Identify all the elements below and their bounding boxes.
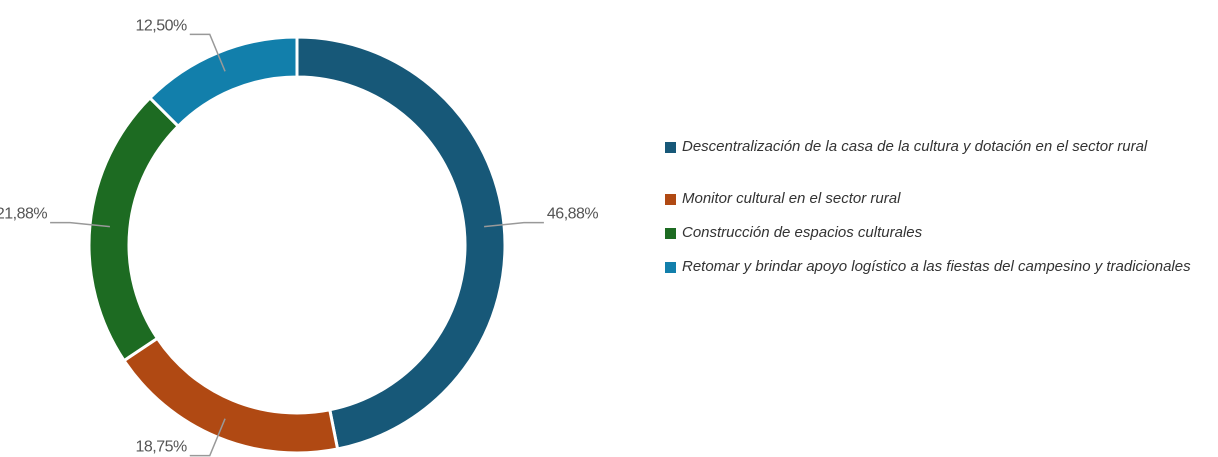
- data-label: 18,75%: [135, 439, 187, 456]
- legend-label: Monitor cultural en el sector rural: [682, 190, 901, 207]
- leader-line: [189, 418, 226, 457]
- leader-line: [50, 221, 110, 228]
- legend-item: Monitor cultural en el sector rural: [665, 190, 1205, 207]
- legend-swatch: [665, 228, 676, 239]
- legend-label: Construcción de espacios culturales: [682, 224, 923, 241]
- leader-line: [189, 33, 226, 72]
- legend-item: Construcción de espacios culturales: [665, 224, 1205, 241]
- legend-swatch: [665, 142, 676, 153]
- legend-label: Descentralización de la casa de la cultu…: [682, 138, 1148, 155]
- data-label: 46,88%: [547, 206, 599, 223]
- leader-line: [484, 221, 544, 228]
- data-label: 12,50%: [135, 17, 187, 34]
- legend-label: Retomar y brindar apoyo logístico a las …: [682, 258, 1191, 275]
- legend-swatch: [665, 262, 676, 273]
- data-label: 21,88%: [0, 206, 47, 223]
- legend-item: Descentralización de la casa de la cultu…: [665, 138, 1205, 155]
- donut-slice: [295, 35, 507, 451]
- donut-slice: [121, 336, 340, 455]
- legend: Descentralización de la casa de la cultu…: [665, 138, 1205, 294]
- legend-swatch: [665, 194, 676, 205]
- donut-slice: [87, 95, 181, 363]
- legend-item: Retomar y brindar apoyo logístico a las …: [665, 258, 1205, 275]
- donut-slice: [147, 35, 299, 129]
